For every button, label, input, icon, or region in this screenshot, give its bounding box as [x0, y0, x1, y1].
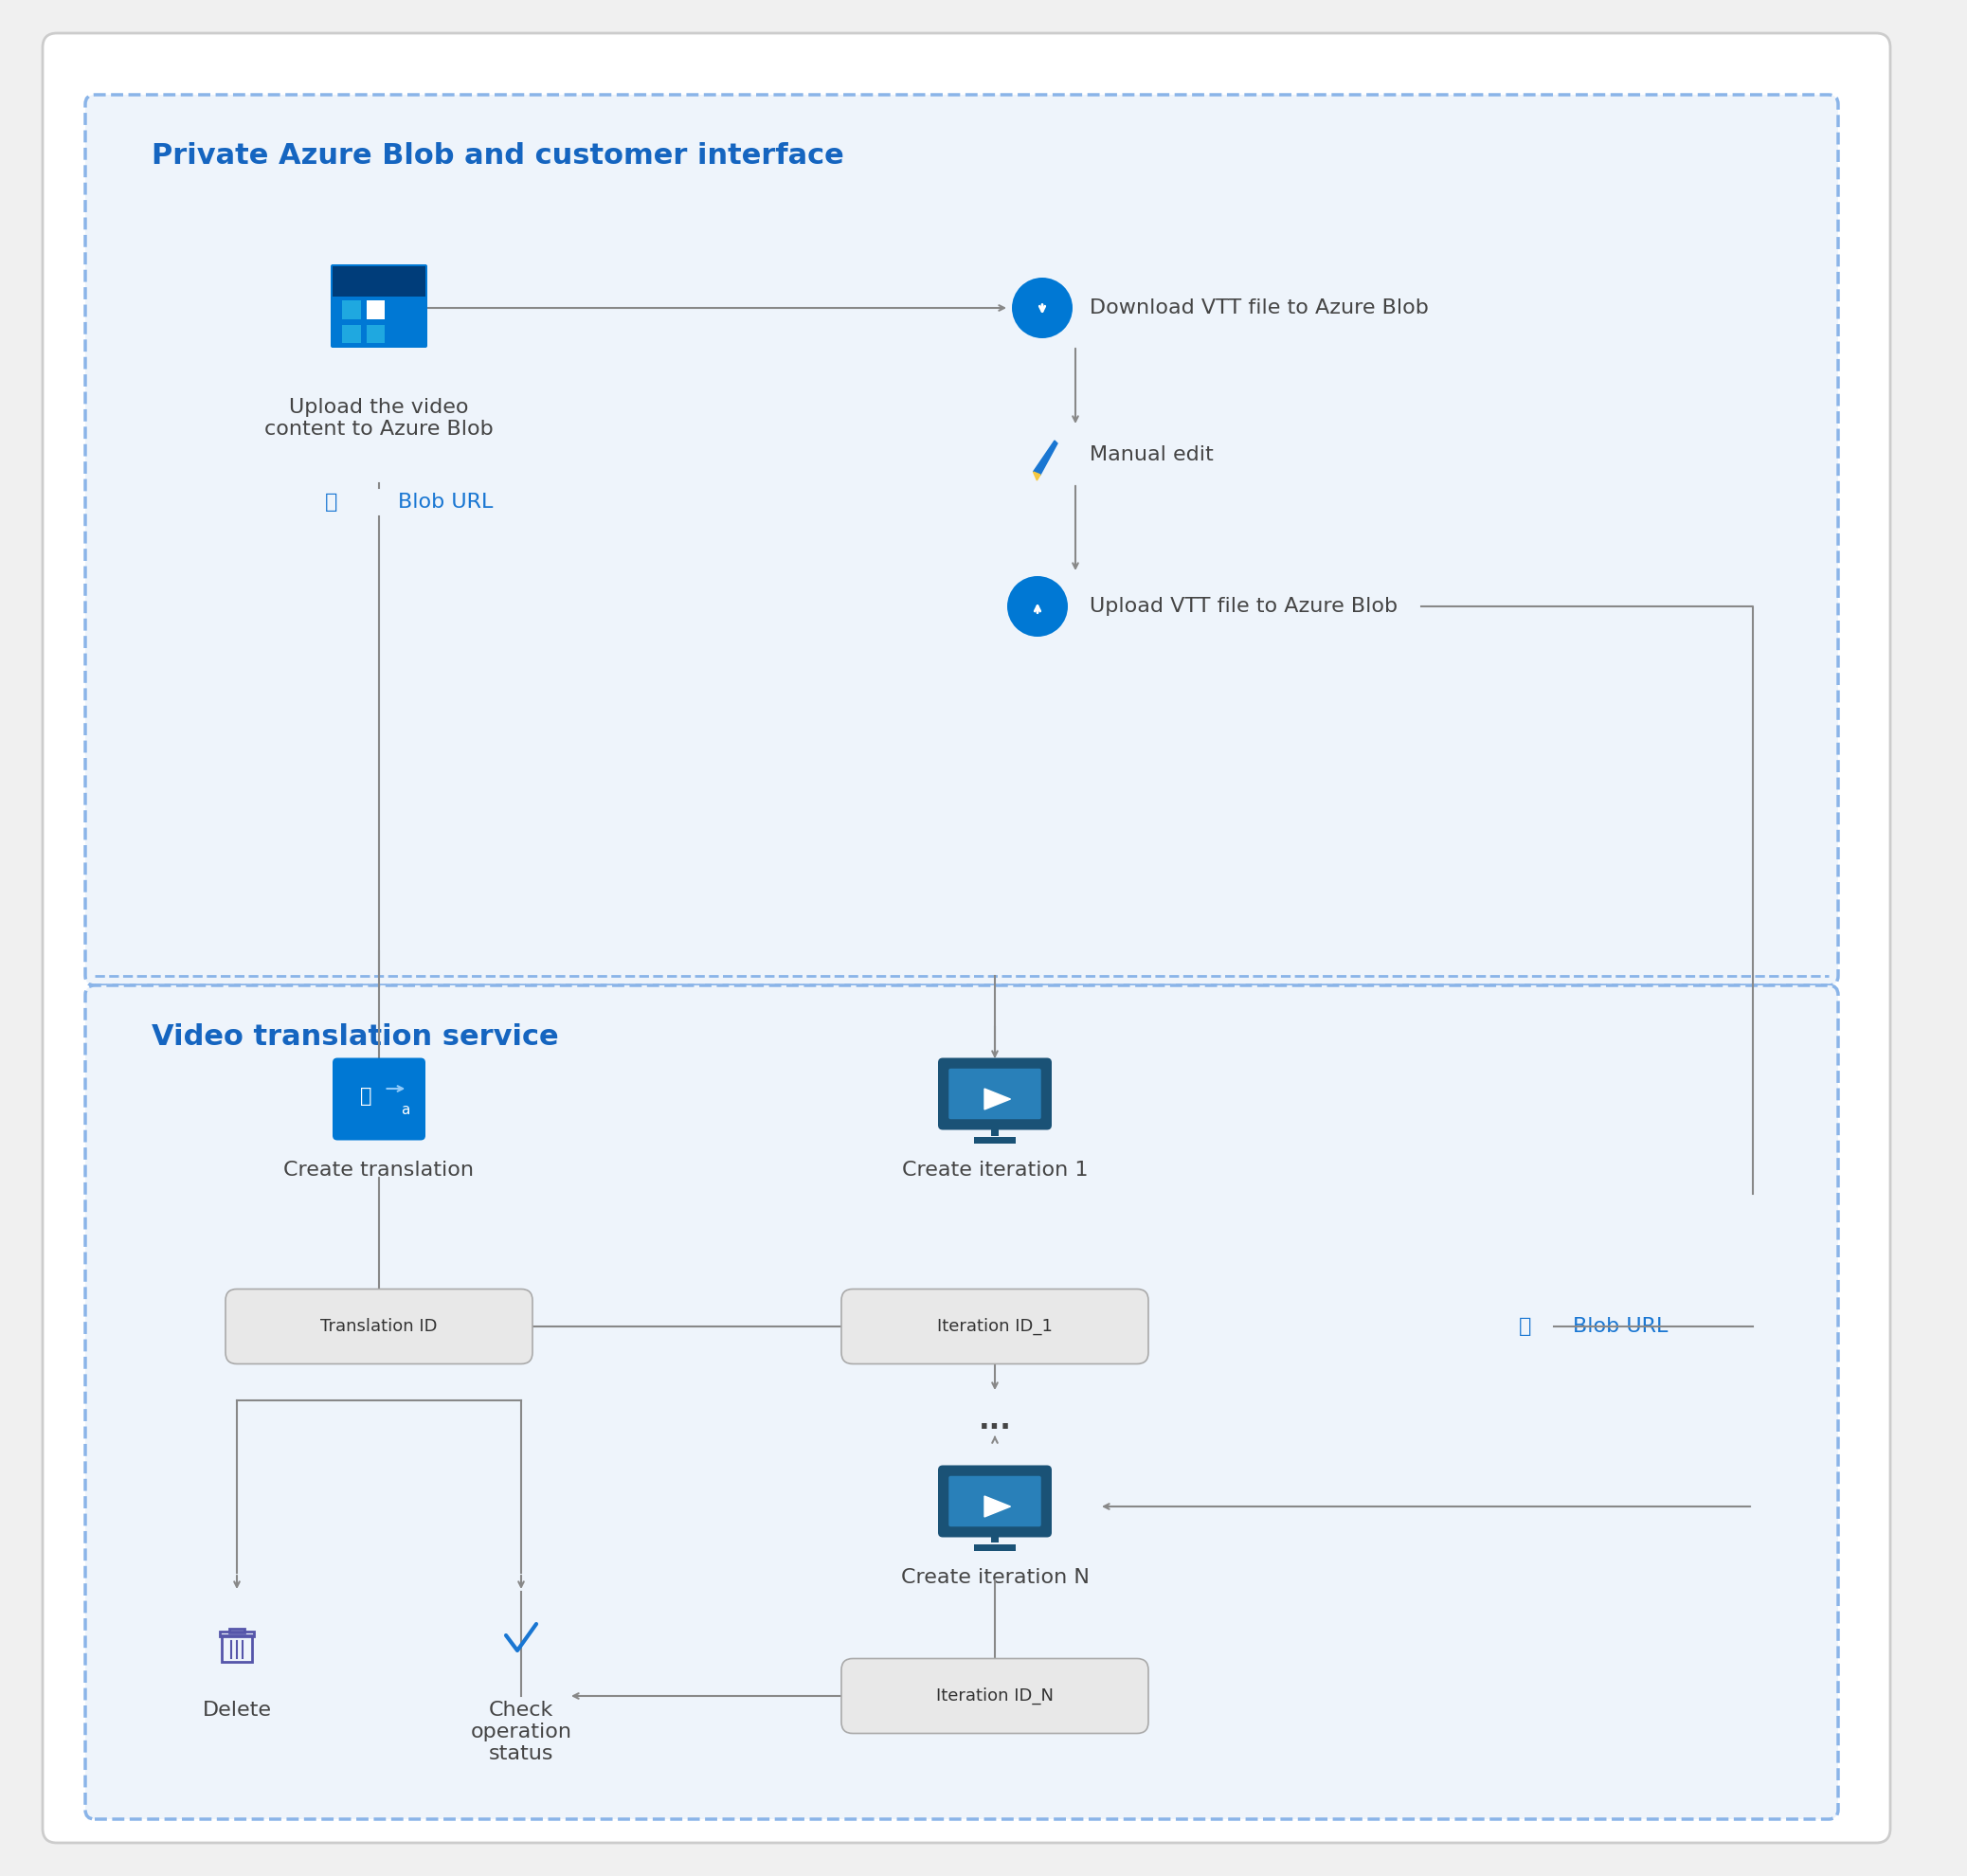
Bar	[220, 1632, 254, 1636]
Text: Blob URL: Blob URL	[397, 493, 494, 512]
Text: ...: ...	[978, 1407, 1011, 1435]
FancyBboxPatch shape	[938, 1058, 1052, 1129]
Bar	[222, 1636, 252, 1662]
Circle shape	[1011, 278, 1072, 338]
FancyBboxPatch shape	[43, 34, 1890, 1842]
Bar	[991, 1122, 999, 1135]
FancyBboxPatch shape	[938, 1465, 1052, 1536]
Polygon shape	[984, 1088, 1011, 1109]
FancyBboxPatch shape	[332, 1058, 425, 1141]
FancyBboxPatch shape	[842, 1289, 1149, 1364]
Bar	[342, 300, 362, 319]
Text: Iteration ID_N: Iteration ID_N	[936, 1687, 1054, 1705]
Text: Translation ID: Translation ID	[321, 1319, 437, 1336]
Text: 🔗: 🔗	[325, 493, 338, 512]
Text: a: a	[401, 1103, 409, 1116]
Text: あ: あ	[360, 1086, 372, 1107]
Text: Check
operation
status: Check operation status	[470, 1702, 572, 1763]
Polygon shape	[984, 1495, 1011, 1518]
Polygon shape	[1033, 473, 1041, 480]
Circle shape	[1007, 576, 1068, 636]
Text: Create iteration 1: Create iteration 1	[901, 1161, 1088, 1180]
Text: Create iteration N: Create iteration N	[901, 1568, 1090, 1587]
Text: Create translation: Create translation	[283, 1161, 474, 1180]
Bar	[332, 266, 425, 296]
Text: Delete: Delete	[203, 1702, 271, 1720]
Bar	[974, 1544, 1015, 1551]
FancyBboxPatch shape	[948, 1476, 1041, 1527]
Bar	[366, 325, 386, 343]
Text: Video translation service: Video translation service	[151, 1022, 559, 1051]
Text: 🔗: 🔗	[1519, 1317, 1532, 1336]
Text: Private Azure Blob and customer interface: Private Azure Blob and customer interfac…	[151, 143, 844, 169]
Text: Upload the video
content to Azure Blob: Upload the video content to Azure Blob	[264, 398, 494, 439]
FancyBboxPatch shape	[330, 265, 427, 347]
FancyBboxPatch shape	[85, 96, 1837, 985]
Text: Download VTT file to Azure Blob: Download VTT file to Azure Blob	[1090, 298, 1428, 317]
Bar	[991, 1531, 999, 1542]
Bar	[366, 300, 386, 319]
Bar	[974, 1137, 1015, 1142]
Bar	[230, 1628, 244, 1632]
FancyBboxPatch shape	[948, 1069, 1041, 1120]
Text: Blob URL: Blob URL	[1574, 1317, 1668, 1336]
Polygon shape	[1033, 441, 1058, 475]
Text: Upload VTT file to Azure Blob: Upload VTT file to Azure Blob	[1090, 597, 1399, 615]
Bar	[342, 325, 362, 343]
Text: Manual edit: Manual edit	[1090, 445, 1214, 463]
FancyBboxPatch shape	[226, 1289, 533, 1364]
FancyBboxPatch shape	[842, 1658, 1149, 1733]
FancyBboxPatch shape	[85, 985, 1837, 1820]
Text: Iteration ID_1: Iteration ID_1	[936, 1317, 1052, 1336]
